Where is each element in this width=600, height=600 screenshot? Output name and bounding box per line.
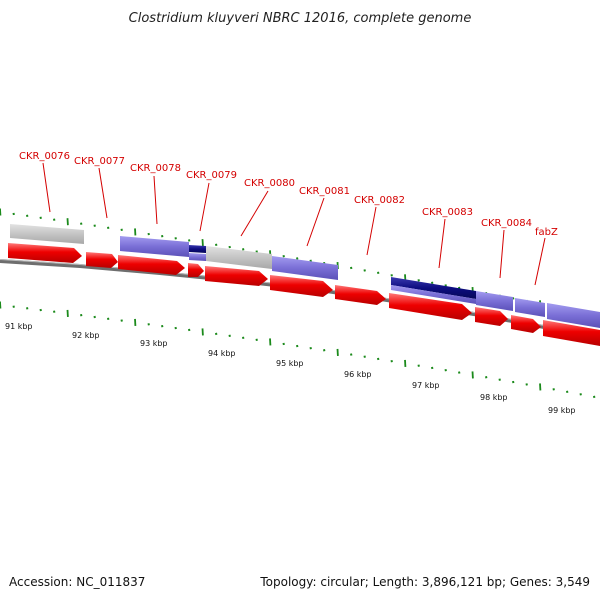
cds-arrow-1[interactable]	[8, 243, 82, 263]
scale-labels: 91 kbp 92 kbp 93 kbp 94 kbp 95 kbp 96 kb…	[5, 322, 576, 415]
gene-label-ckr-0080[interactable]: CKR_0080	[244, 178, 295, 189]
genome-summary-text: Topology: circular; Length: 3,896,121 bp…	[260, 575, 590, 589]
cds-arrow-2[interactable]	[86, 252, 118, 268]
scale-label-92: 92 kbp	[72, 331, 100, 340]
gene-block-ckr-0078[interactable]	[120, 236, 189, 257]
leader-ckr-0081	[306, 197, 325, 247]
scale-label-97: 97 kbp	[412, 381, 440, 390]
gene-label-ckr-0081[interactable]: CKR_0081	[299, 186, 350, 197]
gene-block-ckr-0083-lower[interactable]	[391, 285, 476, 304]
cds-arrow-3[interactable]	[118, 255, 185, 275]
scale-label-93: 93 kbp	[140, 339, 168, 348]
gene-label-ckr-0084[interactable]: CKR_0084	[481, 218, 532, 229]
leader-ckr-0079	[199, 182, 210, 232]
gene-label-ckr-0077[interactable]: CKR_0077	[74, 156, 125, 167]
gene-block-ckr-0080[interactable]	[206, 246, 272, 269]
gene-block-ckr-0084[interactable]	[476, 291, 513, 311]
cds-arrow-11[interactable]	[543, 320, 600, 346]
leader-ckr-0076	[42, 162, 51, 213]
leader-ckr-0080	[240, 190, 269, 237]
leader-ckr-0082	[366, 206, 377, 256]
scale-label-98: 98 kbp	[480, 393, 508, 402]
scale-label-94: 94 kbp	[208, 349, 236, 358]
scale-label-99: 99 kbp	[548, 406, 576, 415]
gene-block-ckr-0079-lower[interactable]	[189, 253, 206, 261]
cds-arrow-9[interactable]	[475, 307, 508, 326]
gene-block-ckr-0076[interactable]	[10, 224, 84, 244]
gene-label-ckr-0076[interactable]: CKR_0076	[19, 151, 70, 162]
leader-ckr-0084	[499, 229, 505, 279]
leader-fabz	[534, 237, 546, 286]
leader-ckr-0083	[438, 218, 446, 269]
feature-track-lower	[8, 243, 600, 346]
gene-label-ckr-0079[interactable]: CKR_0079	[186, 170, 237, 181]
cds-arrow-8[interactable]	[389, 293, 472, 320]
gene-block-ckr-0083[interactable]	[391, 277, 476, 299]
gene-label-ckr-0082[interactable]: CKR_0082	[354, 195, 405, 206]
gene-label-fabz[interactable]: fabZ	[535, 227, 558, 238]
label-leader-lines	[42, 162, 546, 286]
map-title: Clostridium kluyveri NBRC 12016, complet…	[129, 11, 472, 26]
cds-arrow-6[interactable]	[270, 275, 333, 297]
gene-label-ckr-0083[interactable]: CKR_0083	[422, 207, 473, 218]
leader-ckr-0077	[98, 167, 108, 219]
scale-label-95: 95 kbp	[276, 359, 304, 368]
gene-labels: CKR_0076 CKR_0077 CKR_0078 CKR_0079 CKR_…	[19, 151, 558, 238]
gene-block-next[interactable]	[547, 303, 600, 328]
cds-arrow-7[interactable]	[335, 285, 386, 305]
scale-label-91: 91 kbp	[5, 322, 33, 331]
accession-text: Accession: NC_011837	[9, 575, 146, 589]
gene-block-fabz[interactable]	[515, 298, 545, 317]
cds-arrow-10[interactable]	[511, 315, 541, 333]
inner-tick-marks	[0, 301, 596, 399]
gene-block-ckr-0081[interactable]	[272, 256, 338, 280]
cds-arrow-5[interactable]	[205, 266, 268, 286]
gene-label-ckr-0078[interactable]: CKR_0078	[130, 163, 181, 174]
feature-track-upper	[10, 224, 600, 328]
cds-arrow-4[interactable]	[188, 263, 204, 277]
gene-block-ckr-0079[interactable]	[189, 245, 206, 253]
leader-ckr-0078	[153, 175, 158, 225]
scale-label-96: 96 kbp	[344, 370, 372, 379]
